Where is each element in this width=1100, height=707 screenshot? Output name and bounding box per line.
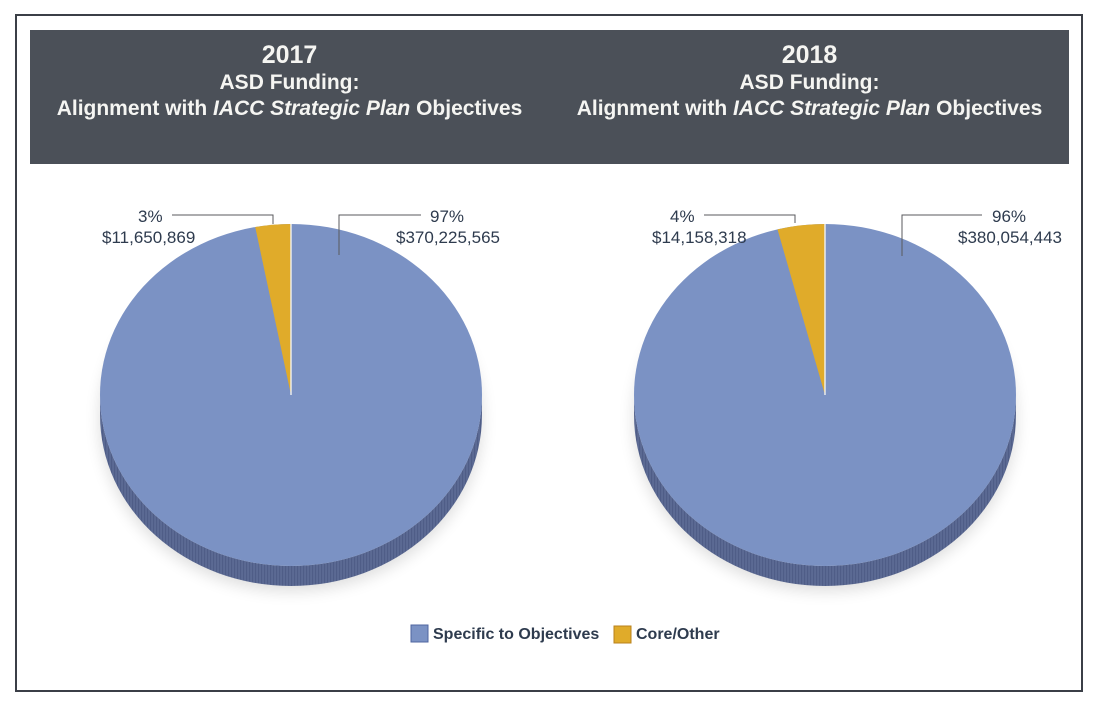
svg-text:$14,158,318: $14,158,318 (652, 228, 747, 247)
svg-text:$380,054,443: $380,054,443 (958, 228, 1062, 247)
svg-text:96%: 96% (992, 207, 1026, 226)
svg-text:4%: 4% (670, 207, 695, 226)
svg-text:$11,650,869: $11,650,869 (102, 228, 195, 247)
svg-text:97%: 97% (430, 207, 464, 226)
svg-text:Specific to Objectives: Specific to Objectives (433, 626, 599, 643)
svg-text:$370,225,565: $370,225,565 (396, 228, 500, 247)
svg-text:Core/Other: Core/Other (636, 626, 720, 643)
svg-text:3%: 3% (138, 207, 163, 226)
